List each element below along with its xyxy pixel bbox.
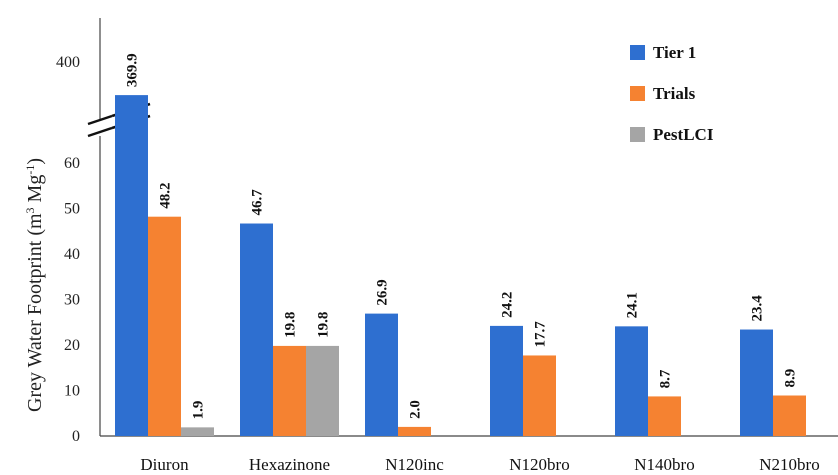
y-tick-label: 30	[64, 292, 80, 309]
data-label: 26.9	[375, 279, 391, 305]
bar-pestlci	[181, 427, 214, 436]
data-label: 8.9	[783, 369, 799, 388]
bar-pestlci	[306, 345, 339, 436]
category-label: N120bro	[509, 455, 569, 474]
y-axis-ticks: 0 10 20 30 40 50 60 400	[56, 54, 80, 445]
bar-tier-1	[240, 223, 273, 436]
legend-label: PestLCI	[653, 125, 714, 144]
bar-tier-1	[115, 95, 148, 437]
legend: Tier 1 Trials PestLCI	[630, 43, 714, 144]
data-label: 48.2	[158, 182, 174, 208]
y-tick-label: 10	[64, 383, 80, 400]
bar-tier-1	[740, 329, 773, 436]
bar-trials	[648, 396, 681, 436]
data-label: 8.7	[658, 369, 674, 388]
bar-tier-1	[365, 313, 398, 436]
legend-swatch	[630, 86, 645, 101]
data-label: 23.4	[750, 295, 766, 322]
data-label: 17.7	[533, 321, 549, 348]
legend-swatch	[630, 45, 645, 60]
axes	[87, 18, 838, 437]
category-label: Hexazinone	[249, 455, 330, 474]
y-tick-label: 40	[64, 246, 80, 263]
data-label: 1.9	[191, 401, 207, 420]
bar-trials	[398, 426, 431, 436]
legend-label: Trials	[653, 84, 696, 103]
category-label: N120inc	[385, 455, 444, 474]
data-label: 19.8	[283, 312, 299, 338]
bar-tier-1	[490, 325, 523, 436]
bars	[115, 95, 806, 437]
bar-trials	[273, 345, 306, 436]
y-tick-label: 0	[72, 428, 80, 445]
bar-tier-1	[615, 326, 648, 436]
data-label: 24.2	[500, 292, 516, 318]
data-label: 24.1	[625, 292, 641, 318]
category-label: Diuron	[140, 455, 189, 474]
y-axis-title: Grey Water Footprint (m3 Mg-1)	[23, 158, 46, 412]
data-label: 46.7	[250, 189, 266, 216]
axis-break-mark	[87, 126, 113, 138]
category-label: N210bro	[759, 455, 819, 474]
data-label: 369.9	[125, 53, 141, 87]
axis-break-mark	[87, 114, 113, 126]
legend-swatch	[630, 127, 645, 142]
bar-trials	[773, 395, 806, 436]
category-labels: Diuron Hexazinone N120inc N120bro N140bro N21…	[140, 455, 819, 474]
legend-label: Tier 1	[653, 43, 696, 62]
data-labels: 369.9 46.7 26.9 24.2 24.1 23.4 48.2 19.8 2.0 17.7…	[125, 53, 799, 419]
y-tick-label: 60	[64, 155, 80, 172]
y-tick-label: 400	[56, 54, 80, 71]
data-label: 2.0	[408, 400, 424, 419]
y-tick-label: 50	[64, 201, 80, 218]
y-tick-label: 20	[64, 337, 80, 354]
category-label: N140bro	[634, 455, 694, 474]
data-label: 19.8	[316, 312, 332, 338]
bar-trials	[148, 216, 181, 436]
bar-trials	[523, 355, 556, 436]
